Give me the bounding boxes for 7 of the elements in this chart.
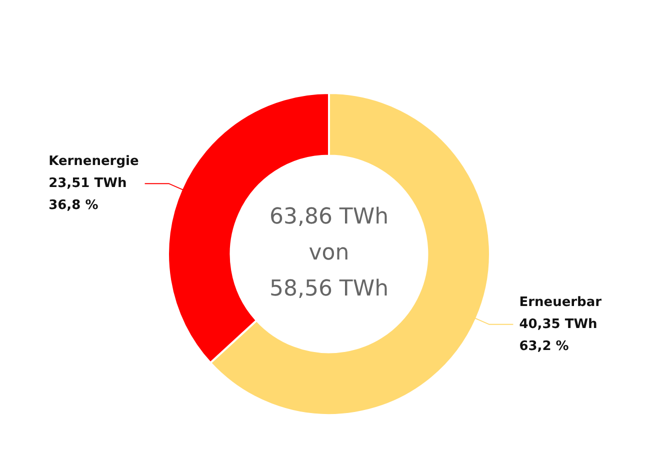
text: 63,86 TWh	[269, 204, 389, 230]
slice-label: Erneuerbar	[519, 294, 602, 310]
text: von	[308, 240, 350, 266]
data-label: 23,51 TWh 36,8 %	[48, 176, 127, 213]
data-label: 40,35 TWh 63,2 %	[519, 316, 598, 354]
text: 58,56 TWh	[269, 276, 389, 302]
slice-label: Kernenergie	[48, 154, 139, 169]
